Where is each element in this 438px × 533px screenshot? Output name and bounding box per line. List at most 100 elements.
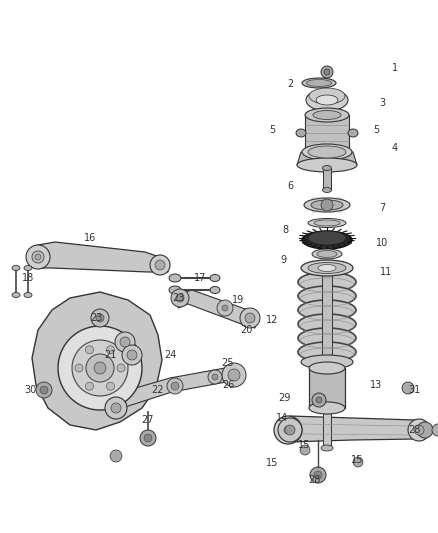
Ellipse shape — [12, 293, 20, 297]
Text: 19: 19 — [232, 295, 244, 305]
Polygon shape — [116, 368, 240, 412]
Text: 11: 11 — [380, 267, 392, 277]
Text: 28: 28 — [308, 475, 320, 485]
Text: 12: 12 — [266, 315, 278, 325]
Polygon shape — [297, 152, 357, 165]
Circle shape — [110, 450, 122, 462]
Circle shape — [111, 403, 121, 413]
Text: 8: 8 — [282, 225, 288, 235]
Ellipse shape — [308, 231, 346, 245]
Circle shape — [245, 313, 255, 323]
Polygon shape — [28, 242, 168, 272]
Ellipse shape — [312, 249, 342, 259]
Ellipse shape — [302, 144, 352, 160]
Circle shape — [284, 426, 292, 434]
Text: 3: 3 — [379, 98, 385, 108]
Ellipse shape — [305, 108, 349, 122]
Circle shape — [402, 382, 414, 394]
Bar — [323, 168, 331, 190]
Circle shape — [312, 393, 326, 407]
Circle shape — [26, 245, 50, 269]
Circle shape — [32, 251, 44, 263]
Circle shape — [228, 369, 240, 381]
Ellipse shape — [309, 402, 345, 414]
Circle shape — [122, 345, 142, 365]
Text: 20: 20 — [240, 325, 252, 335]
Text: 15: 15 — [266, 458, 278, 468]
Circle shape — [91, 309, 109, 327]
Circle shape — [85, 346, 93, 354]
Text: 15: 15 — [298, 440, 310, 450]
Circle shape — [208, 370, 222, 384]
Text: 29: 29 — [278, 393, 290, 403]
Text: 31: 31 — [408, 385, 420, 395]
Ellipse shape — [316, 95, 338, 105]
Ellipse shape — [301, 355, 353, 369]
Circle shape — [240, 308, 260, 328]
Text: 14: 14 — [276, 413, 288, 423]
Ellipse shape — [24, 293, 32, 297]
Circle shape — [414, 425, 424, 435]
Circle shape — [58, 326, 142, 410]
Circle shape — [222, 305, 228, 311]
Circle shape — [85, 382, 93, 390]
Circle shape — [217, 300, 233, 316]
Ellipse shape — [322, 188, 332, 192]
Ellipse shape — [298, 300, 356, 320]
Text: 28: 28 — [408, 425, 420, 435]
Polygon shape — [280, 416, 425, 442]
Circle shape — [300, 445, 310, 455]
Ellipse shape — [298, 314, 356, 334]
Circle shape — [36, 382, 52, 398]
Circle shape — [314, 471, 322, 479]
Ellipse shape — [308, 146, 346, 158]
Text: 25: 25 — [222, 358, 234, 368]
Ellipse shape — [322, 166, 332, 171]
Text: 13: 13 — [370, 380, 382, 390]
Ellipse shape — [298, 286, 356, 306]
Circle shape — [117, 364, 125, 372]
Bar — [322, 268, 332, 393]
Ellipse shape — [309, 88, 345, 104]
Ellipse shape — [301, 260, 353, 276]
Circle shape — [106, 346, 114, 354]
Text: 21: 21 — [104, 350, 116, 360]
Ellipse shape — [313, 110, 341, 119]
Ellipse shape — [317, 251, 337, 257]
Ellipse shape — [308, 219, 346, 228]
Text: 6: 6 — [287, 181, 293, 191]
Ellipse shape — [24, 265, 32, 271]
Circle shape — [127, 350, 137, 360]
Circle shape — [140, 430, 156, 446]
Ellipse shape — [210, 274, 220, 281]
Bar — [323, 408, 331, 448]
Circle shape — [171, 382, 179, 390]
Text: 7: 7 — [379, 203, 385, 213]
Text: 1: 1 — [392, 63, 398, 73]
Text: 26: 26 — [222, 380, 234, 390]
Text: 2: 2 — [287, 79, 293, 89]
Text: 30: 30 — [24, 385, 36, 395]
Circle shape — [353, 457, 363, 467]
Circle shape — [212, 374, 218, 380]
Ellipse shape — [311, 200, 343, 210]
Circle shape — [35, 254, 41, 260]
Ellipse shape — [169, 286, 181, 294]
Ellipse shape — [12, 265, 20, 271]
Ellipse shape — [210, 287, 220, 294]
Ellipse shape — [297, 158, 357, 172]
Circle shape — [94, 362, 106, 374]
Text: 5: 5 — [373, 125, 379, 135]
Circle shape — [86, 354, 114, 382]
Circle shape — [274, 416, 302, 444]
Ellipse shape — [298, 342, 356, 362]
Text: 9: 9 — [280, 255, 286, 265]
Ellipse shape — [321, 445, 333, 451]
Text: 5: 5 — [269, 125, 275, 135]
Circle shape — [115, 332, 135, 352]
Circle shape — [106, 382, 114, 390]
Ellipse shape — [314, 220, 340, 226]
Circle shape — [432, 424, 438, 436]
Ellipse shape — [304, 198, 350, 212]
Ellipse shape — [302, 231, 352, 249]
